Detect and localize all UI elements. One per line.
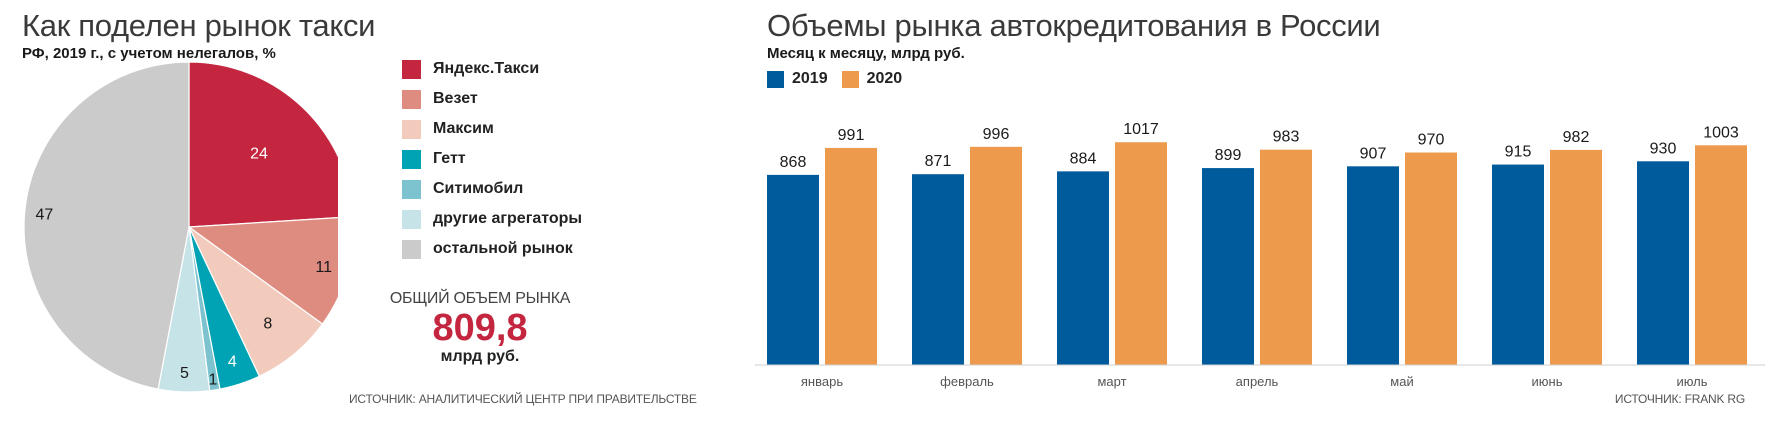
bar [1202,168,1254,365]
bar-value-label: 899 [1215,147,1242,164]
bar [767,174,819,365]
legend-label: Гетт [433,150,466,167]
x-tick-label: февраль [940,374,994,389]
market-total-label: ОБЩИЙ ОБЪЕМ РЫНКА [389,290,571,307]
bar-title: Объемы рынка автокредитования в России [767,8,1381,43]
bar-value-label: 1003 [1703,124,1739,141]
pie-slice-label: 8 [263,315,272,332]
bar [1115,142,1167,365]
legend-swatch [402,179,421,199]
bar-legend-label: 2020 [866,70,903,87]
bar-legend: 2019 2020 [767,70,916,88]
legend-label: остальной рынок [433,240,573,257]
bar-legend-label: 2019 [792,70,828,87]
legend-label: Максим [433,120,494,137]
bar-legend-swatch [767,70,784,88]
legend-item: Гетт [402,144,582,174]
bar-value-label: 996 [983,126,1010,143]
x-tick-label: январь [801,374,843,389]
pie-slice [23,61,190,390]
bar-legend-item: 2019 [767,70,828,88]
bar-value-label: 868 [780,154,807,171]
legend-label: Ситимобил [433,180,524,197]
bar [1550,149,1602,365]
legend-item: остальной рынок [402,234,582,264]
legend-swatch [402,149,421,169]
pie-slice [187,217,338,325]
pie-subtitle: РФ, 2019 г., с учетом нелегалов, % [22,45,276,62]
legend-label: Везет [433,90,478,107]
pie-slice-label: 5 [180,365,189,382]
pie-title: Как поделен рынок такси [22,8,376,43]
legend-label: другие агрегаторы [433,210,583,227]
bar [825,147,877,365]
x-tick-label: март [1097,374,1126,389]
bar [1492,164,1544,365]
legend-swatch [402,59,421,79]
legend-swatch [402,89,421,109]
x-tick-label: июнь [1532,374,1563,389]
legend-swatch [402,239,421,259]
bar [1637,161,1689,365]
legend-item: Везет [402,84,582,114]
legend-item: Яндекс.Такси [402,54,582,84]
legend-swatch [402,209,421,229]
pie-chart: 24 11 8 41 5 47 [23,61,338,393]
market-total: ОБЩИЙ ОБЪЕМ РЫНКА 809,8 млрд руб. [380,290,580,366]
pie-slice-label: 24 [250,145,268,162]
bar-value-label: 1017 [1123,121,1159,138]
bar [1057,171,1109,365]
x-tick-label: май [1390,374,1413,389]
legend-label: Яндекс.Такси [433,60,540,77]
pie-slice-label: 4 [228,353,237,370]
bar-legend-item: 2020 [841,70,903,88]
pie-slice-label: 11 [315,259,332,276]
bar-value-label: 871 [925,153,952,170]
bar-value-label: 884 [1070,150,1097,167]
legend-item: Максим [402,114,582,144]
pie-slice-label: 47 [36,206,54,223]
pie-slice [188,61,338,228]
bar [1405,152,1457,365]
bar [1347,166,1399,365]
bar-source: ИСТОЧНИК: FRANK RG [1614,392,1745,406]
pie-slice-label: 1 [209,372,218,389]
x-tick-label: апрель [1236,374,1279,389]
bar-value-label: 970 [1418,132,1445,149]
bar-value-label: 930 [1650,140,1677,157]
market-total-unit: млрд руб. [440,348,520,365]
legend-swatch [402,119,421,139]
bar-value-label: 982 [1563,129,1590,146]
bar-value-label: 983 [1273,129,1300,146]
bar-chart: 868 991 январь 871 996 февраль 884 1017 март 899 9… [755,121,1765,389]
pie-legend: Яндекс.Такси Везет Максим Гетт Ситимобил друг… [402,54,582,264]
pie-source: ИСТОЧНИК: АНАЛИТИЧЕСКИЙ ЦЕНТР ПРИ ПРАВИТ… [349,392,697,406]
legend-item: Ситимобил [402,174,582,204]
market-total-value: 809,8 [432,307,528,349]
bar-value-label: 915 [1505,144,1532,161]
bar-value-label: 991 [838,127,865,144]
bar [912,174,964,365]
bar-legend-swatch [841,70,859,88]
legend-item: другие агрегаторы [402,204,582,234]
bar-subtitle: Месяц к месяцу, млрд руб. [767,45,965,62]
bar [1695,145,1747,365]
bar-value-label: 907 [1360,145,1387,162]
x-tick-label: июль [1676,374,1707,389]
bar [1260,149,1312,365]
bar [970,146,1022,365]
